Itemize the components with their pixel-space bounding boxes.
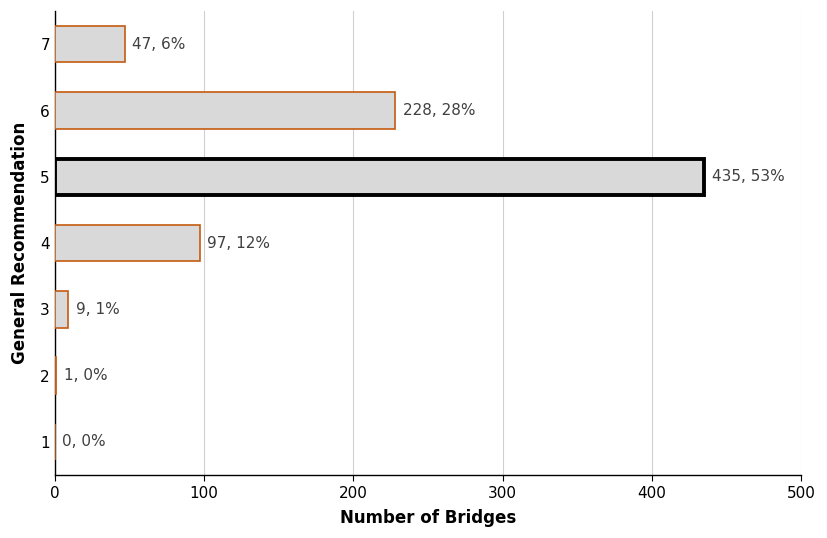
Bar xyxy=(55,357,56,394)
Text: 47, 6%: 47, 6% xyxy=(132,37,186,52)
Bar xyxy=(55,26,125,62)
Text: 97, 12%: 97, 12% xyxy=(207,236,270,251)
Text: 1, 0%: 1, 0% xyxy=(64,368,108,383)
Bar xyxy=(55,159,705,195)
Y-axis label: General Recommendation: General Recommendation xyxy=(11,122,29,364)
Bar xyxy=(55,225,199,261)
Text: 435, 53%: 435, 53% xyxy=(712,169,785,185)
Text: 0, 0%: 0, 0% xyxy=(62,435,106,449)
Bar xyxy=(55,159,705,195)
Text: 228, 28%: 228, 28% xyxy=(403,103,476,118)
Bar xyxy=(55,93,395,129)
X-axis label: Number of Bridges: Number of Bridges xyxy=(340,509,516,527)
Bar xyxy=(55,291,69,328)
Text: 9, 1%: 9, 1% xyxy=(76,302,119,317)
